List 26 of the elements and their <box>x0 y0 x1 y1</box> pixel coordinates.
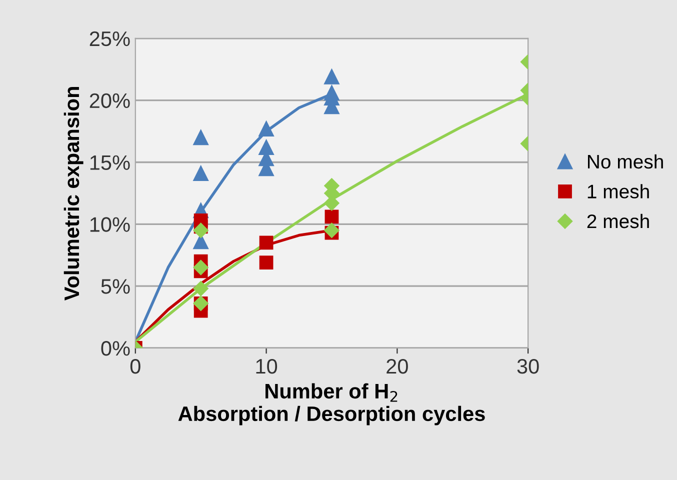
point <box>193 166 208 182</box>
y-axis-title: Volumetric expansion <box>64 87 84 301</box>
point <box>324 210 339 224</box>
x-tick-label: 0 <box>130 358 140 374</box>
legend-label: No mesh <box>588 154 663 169</box>
x-tick-label: 20 <box>386 358 408 374</box>
legend-label: 2 mesh <box>587 214 649 228</box>
x-axis-title: Number of H$_{2}$ Absorption / Desorption cycles <box>178 383 485 426</box>
y-tick-label: 25% <box>90 31 130 46</box>
y-tick-label: 10% <box>90 217 130 232</box>
point <box>193 222 208 238</box>
point <box>324 222 340 238</box>
y-tick-label: 0% <box>101 341 130 356</box>
x-tick-label: 30 <box>517 358 539 374</box>
point <box>258 121 274 136</box>
y-tick-label: 5% <box>101 279 130 294</box>
point <box>259 236 274 250</box>
point <box>259 256 274 270</box>
y-tick-label: 15% <box>90 155 130 170</box>
point <box>193 280 208 296</box>
point <box>193 260 208 276</box>
point <box>193 130 208 146</box>
y-tick-label: 20% <box>90 93 130 108</box>
x-tick-label: 10 <box>256 358 278 374</box>
point <box>324 69 340 84</box>
legend-label: 1 mesh <box>588 184 649 198</box>
